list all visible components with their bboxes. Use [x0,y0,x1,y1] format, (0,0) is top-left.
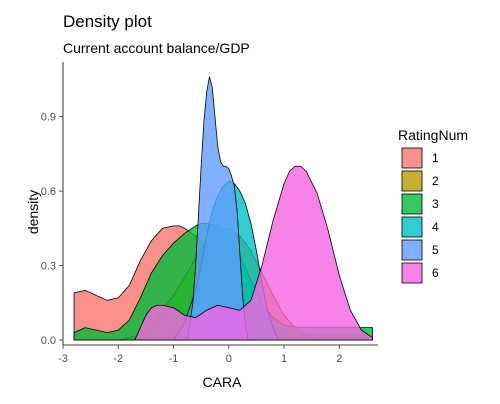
legend-key-5 [401,239,423,261]
legend-key-1 [401,147,423,169]
x-tick-label: 2 [336,353,342,365]
legend-label-5: 5 [432,243,439,257]
legend-label-3: 3 [432,197,439,211]
y-tick-label: 0.0 [41,335,56,347]
y-ticks: 0.0 0.3 0.6 0.9 [41,112,63,347]
legend-key-4 [401,216,423,238]
density-areas [73,76,373,341]
legend-label-6: 6 [432,266,439,280]
plot-area: -3 -2 -1 0 1 2 0.0 0.3 0.6 0.9 [41,62,378,365]
y-tick-label: 0.9 [41,112,56,124]
axes [62,62,378,346]
legend-key-3 [401,193,423,215]
legend-label-1: 1 [432,151,439,165]
x-tick-label: 0 [226,353,232,365]
density-area-rating-5 [186,76,249,341]
y-axis-title: density [25,190,41,234]
legend-title: RatingNum [398,127,468,143]
x-ticks: -3 -2 -1 0 1 2 [58,345,342,365]
legend-items: 1 2 3 4 5 6 [401,147,439,284]
density-area-rating-6 [134,165,373,341]
legend: RatingNum 1 2 3 4 5 6 [398,127,468,284]
legend-key-2 [401,170,423,192]
legend-key-6 [401,262,423,284]
chart-title: Density plot [63,12,152,31]
legend-label-2: 2 [432,174,439,188]
x-tick-label: 1 [281,353,287,365]
y-tick-label: 0.6 [41,186,56,198]
x-tick-label: -1 [169,353,179,365]
chart-subtitle: Current account balance/GDP [63,40,250,56]
legend-label-4: 4 [432,220,439,234]
x-axis-title: CARA [203,374,243,390]
y-tick-label: 0.3 [41,261,56,273]
x-tick-label: -2 [113,353,123,365]
x-tick-label: -3 [58,353,68,365]
